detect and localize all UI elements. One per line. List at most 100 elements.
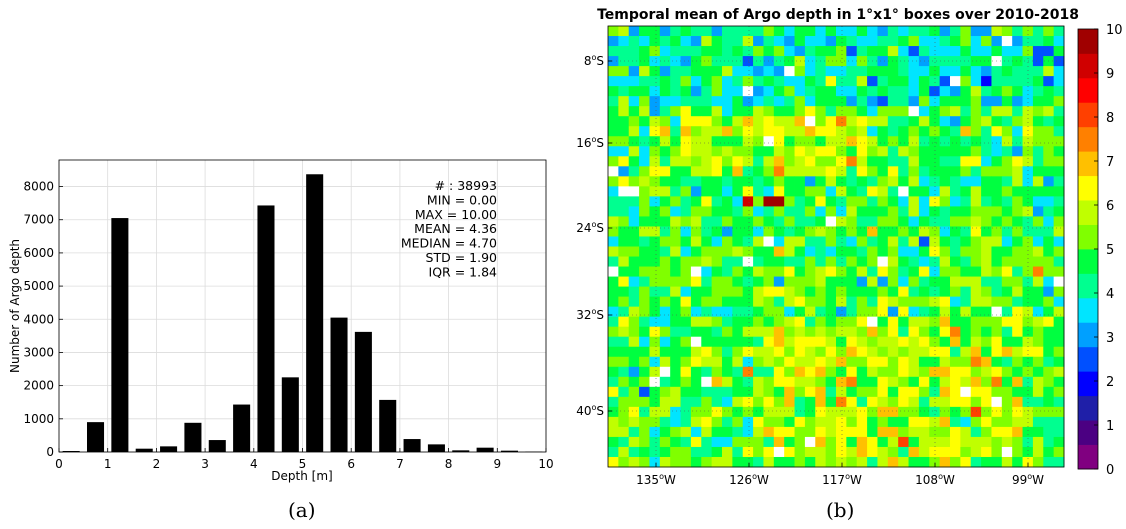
heatmap-cell — [1022, 56, 1034, 67]
heatmap-cell — [877, 56, 889, 67]
heatmap-cell — [981, 196, 992, 207]
heatmap-cell — [981, 146, 992, 157]
heatmap-cell — [804, 396, 816, 408]
heatmap-cell — [929, 96, 941, 107]
heatmap-cell — [815, 96, 827, 107]
heatmap-cell — [701, 146, 713, 157]
colorbar-segment — [1078, 175, 1098, 201]
heatmap-cell — [1001, 176, 1013, 187]
heatmap-cell — [856, 246, 868, 257]
heatmap-cell — [608, 266, 619, 277]
heatmap-cell — [950, 306, 961, 318]
heatmap-cell — [1012, 436, 1023, 448]
heatmap-cell — [690, 236, 702, 247]
heatmap-cell — [1022, 36, 1034, 47]
heatmap-cell — [960, 446, 972, 458]
heatmap-cell — [722, 206, 733, 217]
heatmap-cell — [722, 26, 733, 37]
heatmap-cell — [1053, 186, 1065, 197]
heatmap-cell — [618, 56, 630, 67]
heatmap-cell — [763, 206, 775, 217]
heatmap-cell — [763, 316, 775, 328]
heatmap-cell — [628, 286, 640, 298]
heatmap-cell — [742, 456, 754, 468]
heatmap-cell — [608, 226, 619, 237]
heatmap-cell — [628, 256, 640, 267]
heatmap-cell — [742, 246, 754, 257]
heatmap-cell — [628, 146, 640, 157]
heatmap-cell — [991, 406, 1003, 418]
heatmap-cell — [960, 286, 972, 298]
heatmap-cell — [690, 276, 702, 287]
heatmap-cell — [908, 76, 920, 87]
heatmap-cell — [608, 426, 619, 438]
heatmap-cell — [1001, 46, 1013, 57]
heatmap-cell — [918, 246, 930, 257]
heatmap-cell — [887, 176, 899, 187]
heatmap-cell — [732, 186, 744, 197]
heatmap-cell — [690, 396, 702, 408]
heatmap-cell — [918, 456, 930, 468]
heatmap-cell — [763, 456, 775, 468]
heatmap-cell — [639, 236, 650, 247]
heatmap-cell — [929, 436, 941, 448]
heatmap-cell — [804, 376, 816, 388]
heatmap-cell — [856, 66, 868, 77]
heatmap-cell — [804, 336, 816, 348]
heatmap-cell — [732, 356, 744, 368]
heatmap-cell — [918, 266, 930, 277]
heatmap-cell — [1022, 276, 1034, 287]
heatmap-cell — [825, 306, 837, 318]
heatmap-cell — [649, 156, 661, 167]
heatmap-cell — [846, 456, 858, 468]
heatmap-cell — [1001, 56, 1013, 67]
heatmap-cell — [659, 266, 671, 277]
heatmap-cell — [815, 416, 827, 428]
heatmap-cell — [1032, 66, 1044, 77]
heatmap-cell — [670, 146, 681, 157]
heatmap-cell — [794, 386, 806, 398]
heatmap-cell — [950, 146, 961, 157]
heatmap-cell — [960, 46, 972, 57]
heatmap-cell — [815, 226, 827, 237]
heatmap-cell — [711, 156, 723, 167]
heatmap-cell — [753, 366, 764, 378]
colorbar-tick-label: 1 — [1106, 419, 1114, 434]
heatmap-cell — [722, 96, 733, 107]
heatmap-cell — [670, 26, 681, 37]
heatmap-cell — [960, 26, 972, 37]
heatmap-cell — [908, 166, 920, 177]
heatmap-cell — [1012, 196, 1023, 207]
histogram-x-tick-label: 10 — [538, 457, 553, 471]
colorbar-tick-label: 5 — [1106, 243, 1114, 258]
heatmap-cell — [618, 26, 630, 37]
heatmap-cell — [981, 36, 992, 47]
heatmap-cell — [1012, 256, 1023, 267]
heatmap-cell — [659, 96, 671, 107]
heatmap-cell — [856, 386, 868, 398]
heatmap-cell — [711, 456, 723, 468]
heatmap-cell — [784, 366, 795, 378]
heatmap-cell — [1032, 256, 1044, 267]
heatmap-cell — [1043, 186, 1055, 197]
heatmap-cell — [784, 416, 795, 428]
heatmap-cell — [960, 406, 972, 418]
heatmap-cell — [608, 36, 619, 47]
heatmap-cell — [722, 36, 733, 47]
heatmap-cell — [960, 456, 972, 468]
heatmap-cell — [732, 46, 744, 57]
heatmap-cell — [1012, 56, 1023, 67]
heatmap-cell — [929, 266, 941, 277]
heatmap-cell — [877, 446, 889, 458]
heatmap-cell — [722, 176, 733, 187]
heatmap-cell — [742, 216, 754, 227]
heatmap-cell — [960, 326, 972, 338]
heatmap-cell — [908, 356, 920, 368]
heatmap-cell — [1022, 326, 1034, 338]
heatmap-cell — [804, 146, 816, 157]
heatmap-cell — [825, 106, 837, 117]
heatmap-cell — [887, 66, 899, 77]
heatmap-cell — [722, 266, 733, 277]
heatmap-cell — [794, 106, 806, 117]
